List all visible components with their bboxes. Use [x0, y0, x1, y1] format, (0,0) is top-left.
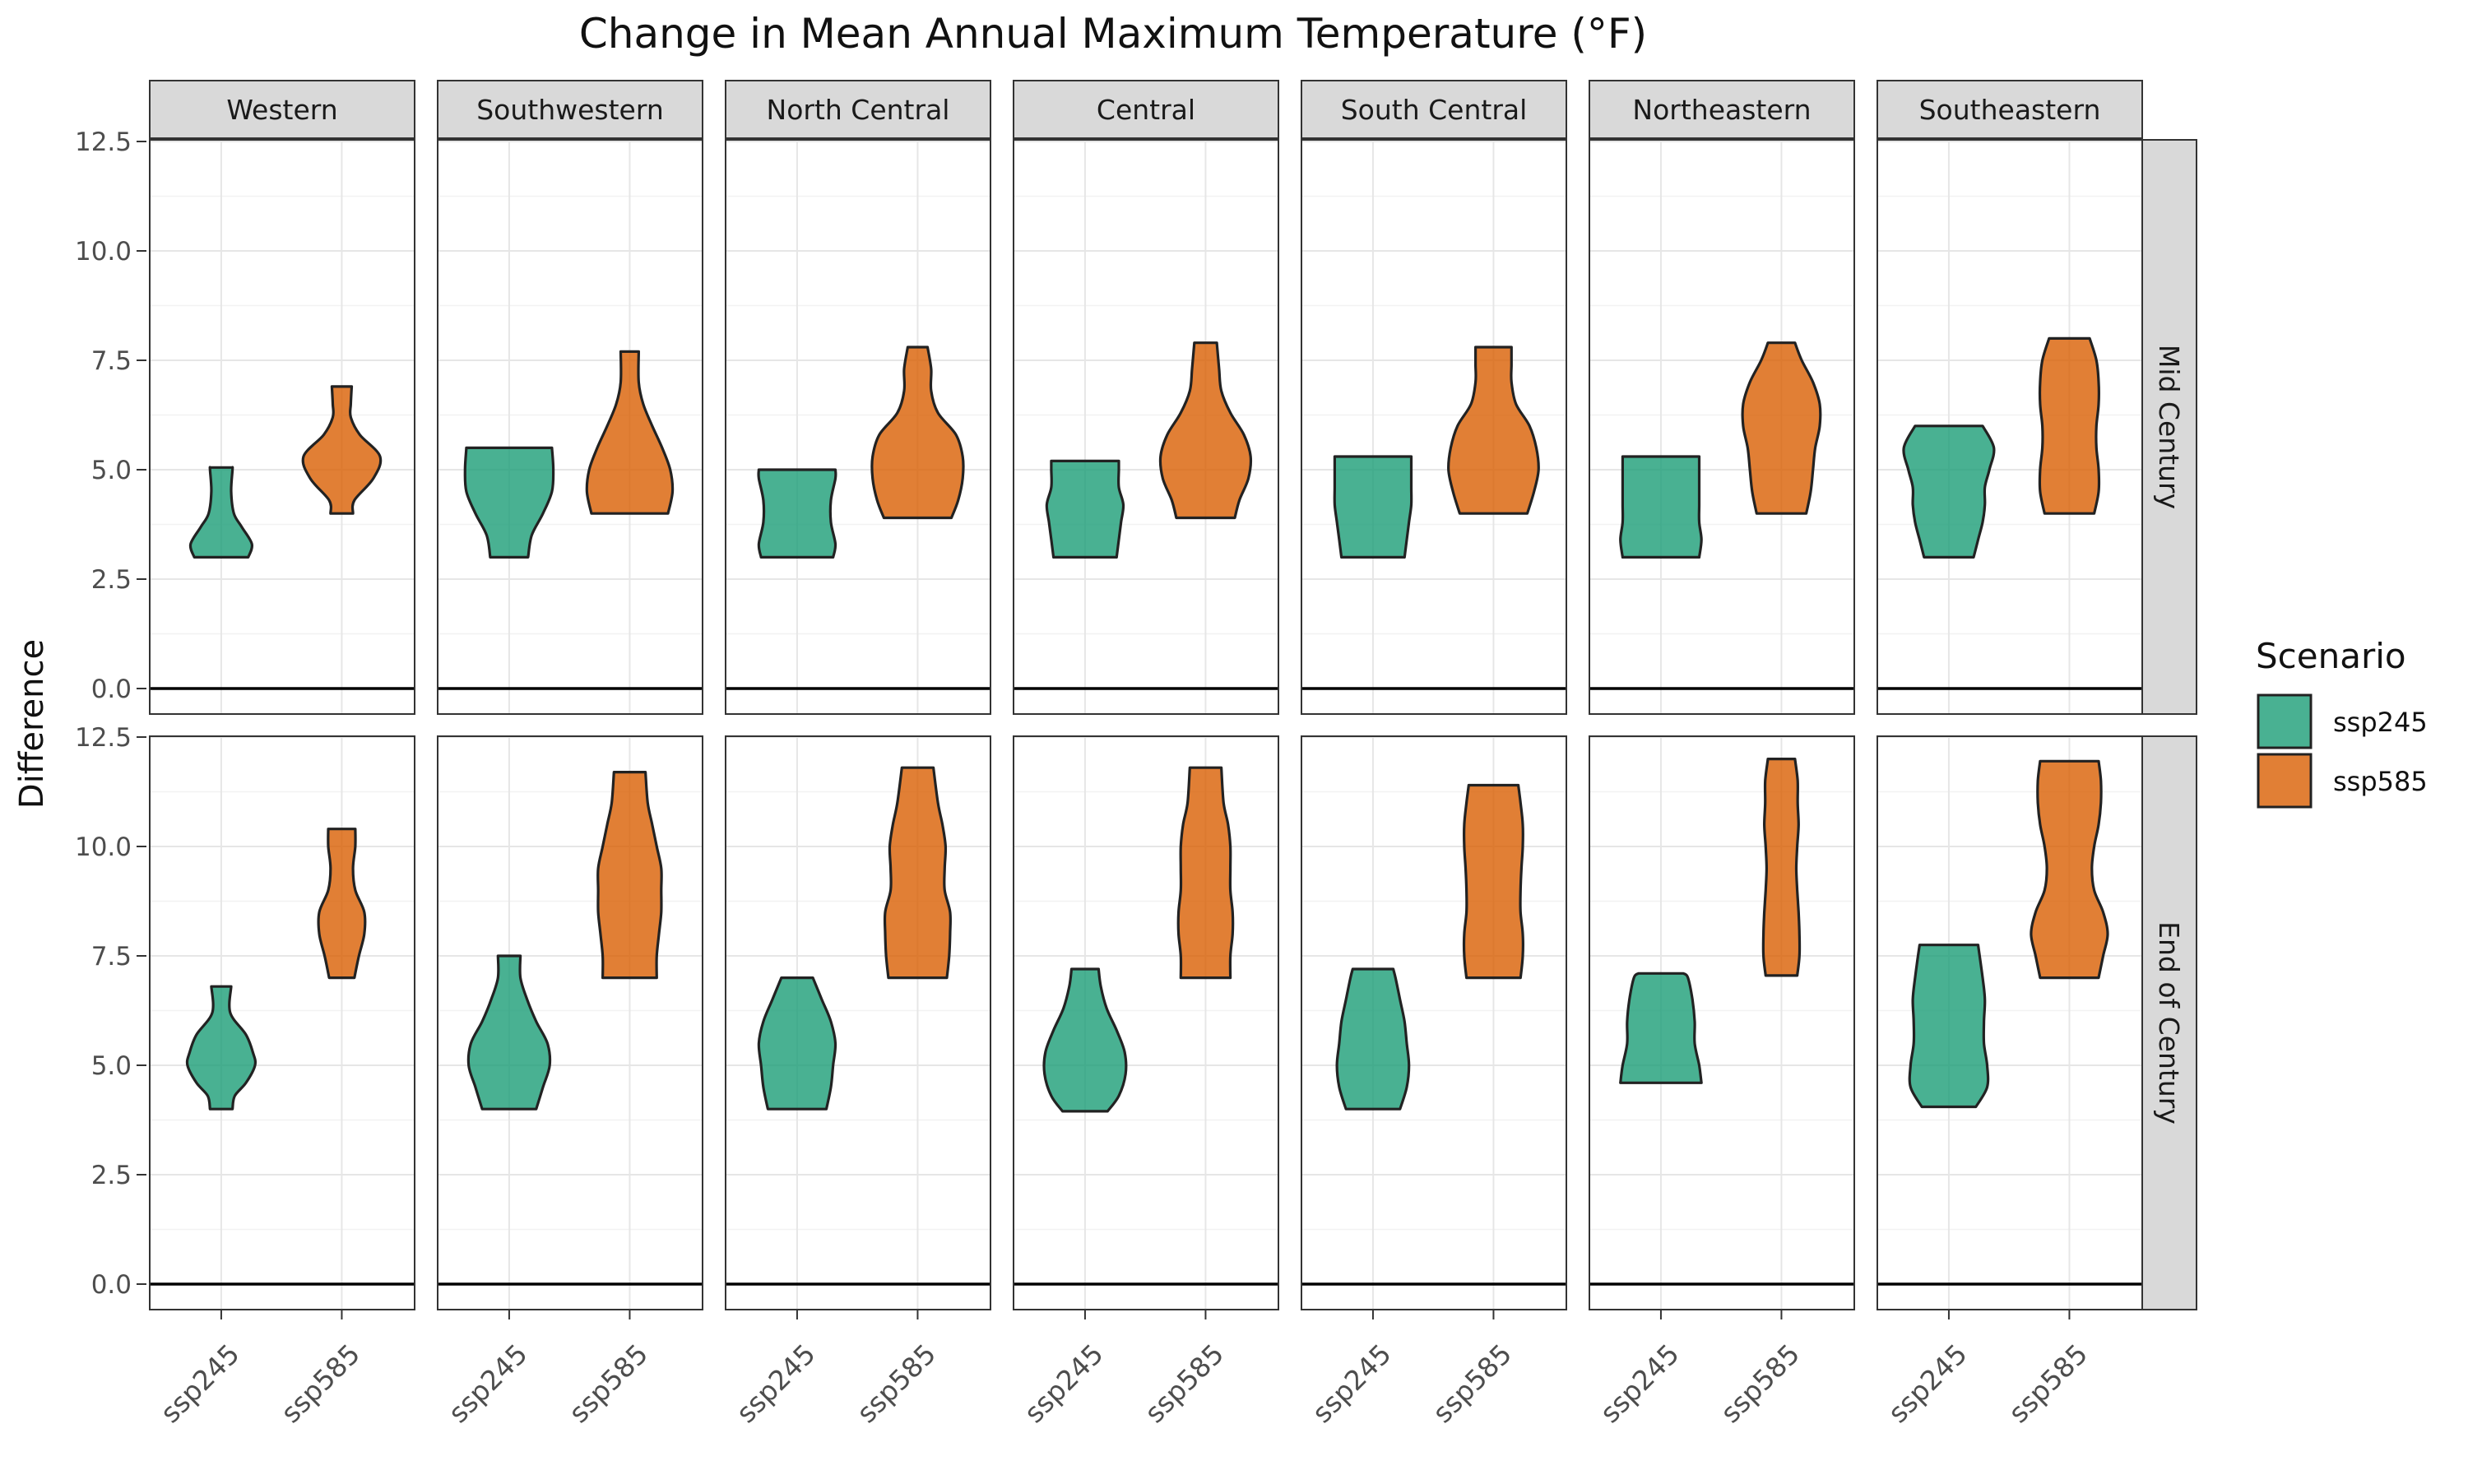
- violin-ssp585: [1176, 766, 1235, 980]
- violin-ssp245: [1902, 424, 1996, 559]
- y-tick-label: 0.0: [91, 675, 132, 704]
- legend-swatch-ssp585: [2257, 753, 2313, 809]
- x-tick-label: ssp245: [1018, 1338, 1109, 1429]
- x-tick-label: ssp585: [563, 1338, 654, 1429]
- legend-label: ssp245: [2333, 707, 2428, 738]
- panel-background: [1014, 736, 1278, 1310]
- x-tick-label: ssp245: [1594, 1338, 1685, 1429]
- y-tick-label: 5.0: [91, 456, 132, 485]
- legend-label: ssp585: [2333, 766, 2428, 797]
- facet-strip-label: South Central: [1341, 94, 1528, 126]
- violin-ssp585: [1447, 345, 1540, 515]
- facet-strip: [149, 80, 415, 139]
- panel-border: [1589, 735, 1855, 1310]
- x-tick-label: ssp585: [1714, 1338, 1806, 1429]
- x-tick-label: ssp245: [154, 1338, 245, 1429]
- x-tick-label: ssp585: [275, 1338, 366, 1429]
- violin-ssp585: [2030, 759, 2109, 980]
- facet-strip: [725, 80, 991, 139]
- x-tick-label: ssp245: [730, 1338, 821, 1429]
- panel-border: [1013, 139, 1279, 715]
- violin-ssp245: [1335, 967, 1411, 1111]
- violin-ssp245: [1333, 455, 1413, 559]
- facet-strip-label: Southeastern: [1919, 94, 2101, 126]
- violin-ssp245: [466, 954, 552, 1111]
- violin-ssp585: [1158, 341, 1253, 520]
- x-tick-label: ssp245: [442, 1338, 533, 1429]
- x-tick-label: ssp585: [2002, 1338, 2094, 1429]
- y-tick-label: 2.5: [91, 1161, 132, 1190]
- violin-ssp245: [757, 468, 837, 559]
- facet-strip-row-label: End of Century: [2153, 921, 2185, 1125]
- x-tick-label: ssp585: [851, 1338, 942, 1429]
- y-tick-label: 10.0: [75, 832, 132, 862]
- panel-border: [149, 735, 415, 1310]
- violin-ssp585: [1462, 783, 1524, 980]
- violin-ssp585: [870, 345, 965, 520]
- y-axis-label: Difference: [13, 639, 51, 809]
- violin-ssp585: [883, 766, 953, 980]
- facet-strip-label: Northeastern: [1632, 94, 1811, 126]
- facet-strip: [1877, 80, 2143, 139]
- panel-border: [1013, 735, 1279, 1310]
- panel-border: [725, 139, 991, 715]
- violin-ssp245: [1619, 455, 1703, 559]
- violin-ssp245: [463, 446, 555, 559]
- facet-strip-row: [2141, 139, 2197, 715]
- panel-border: [437, 139, 703, 715]
- y-tick-label: 7.5: [91, 942, 132, 972]
- violin-ssp585: [1741, 341, 1822, 515]
- facet-strip-row-label: Mid Century: [2153, 345, 2185, 509]
- violin-ssp245: [1042, 967, 1128, 1113]
- violin-ssp245: [1619, 972, 1703, 1084]
- panel-border: [1301, 735, 1567, 1310]
- y-tick-label: 2.5: [91, 565, 132, 595]
- y-tick-label: 5.0: [91, 1051, 132, 1081]
- chart-title: Change in Mean Annual Maximum Temperatur…: [579, 10, 1647, 58]
- violin-ssp585: [585, 350, 675, 515]
- y-tick-label: 12.5: [75, 723, 132, 753]
- facet-strip-label: Western: [226, 94, 337, 126]
- facet-strip-row: [2141, 735, 2197, 1310]
- panel-background: [438, 736, 703, 1310]
- y-tick-label: 10.0: [75, 237, 132, 267]
- facet-strip: [1013, 80, 1279, 139]
- x-tick-label: ssp585: [1427, 1338, 1518, 1429]
- legend-swatch-ssp245: [2257, 693, 2313, 749]
- panel-border: [1589, 139, 1855, 715]
- panel-border: [149, 139, 415, 715]
- panel-background: [438, 140, 703, 714]
- panel-border: [437, 735, 703, 1310]
- panel-border: [1301, 139, 1567, 715]
- violin-ssp245: [185, 985, 257, 1111]
- panel-background: [150, 140, 415, 714]
- panel-border: [725, 735, 991, 1310]
- y-tick-label: 0.0: [91, 1270, 132, 1300]
- facet-strip: [437, 80, 703, 139]
- violin-ssp585: [317, 828, 367, 980]
- facet-strip: [1589, 80, 1855, 139]
- violin-ssp245: [188, 466, 254, 559]
- x-tick-label: ssp585: [1139, 1338, 1230, 1429]
- legend-title: Scenario: [2256, 636, 2406, 676]
- facet-strip-label: North Central: [767, 94, 950, 126]
- facet-strip-label: Central: [1097, 94, 1195, 126]
- violin-ssp585: [1761, 758, 1802, 977]
- y-tick-label: 12.5: [75, 128, 132, 157]
- y-tick-label: 7.5: [91, 346, 132, 376]
- violin-ssp585: [2038, 336, 2101, 515]
- x-tick-label: ssp245: [1881, 1338, 1973, 1429]
- violin-ssp245: [1908, 944, 1990, 1109]
- x-tick-label: ssp245: [1306, 1338, 1397, 1429]
- violin-ssp245: [1045, 459, 1125, 559]
- facet-strip: [1301, 80, 1567, 139]
- violin-ssp245: [757, 976, 837, 1111]
- violin-ssp585: [301, 385, 383, 515]
- facet-strip-label: Southwestern: [476, 94, 664, 126]
- panel-background: [150, 736, 415, 1310]
- violin-ssp585: [596, 771, 663, 980]
